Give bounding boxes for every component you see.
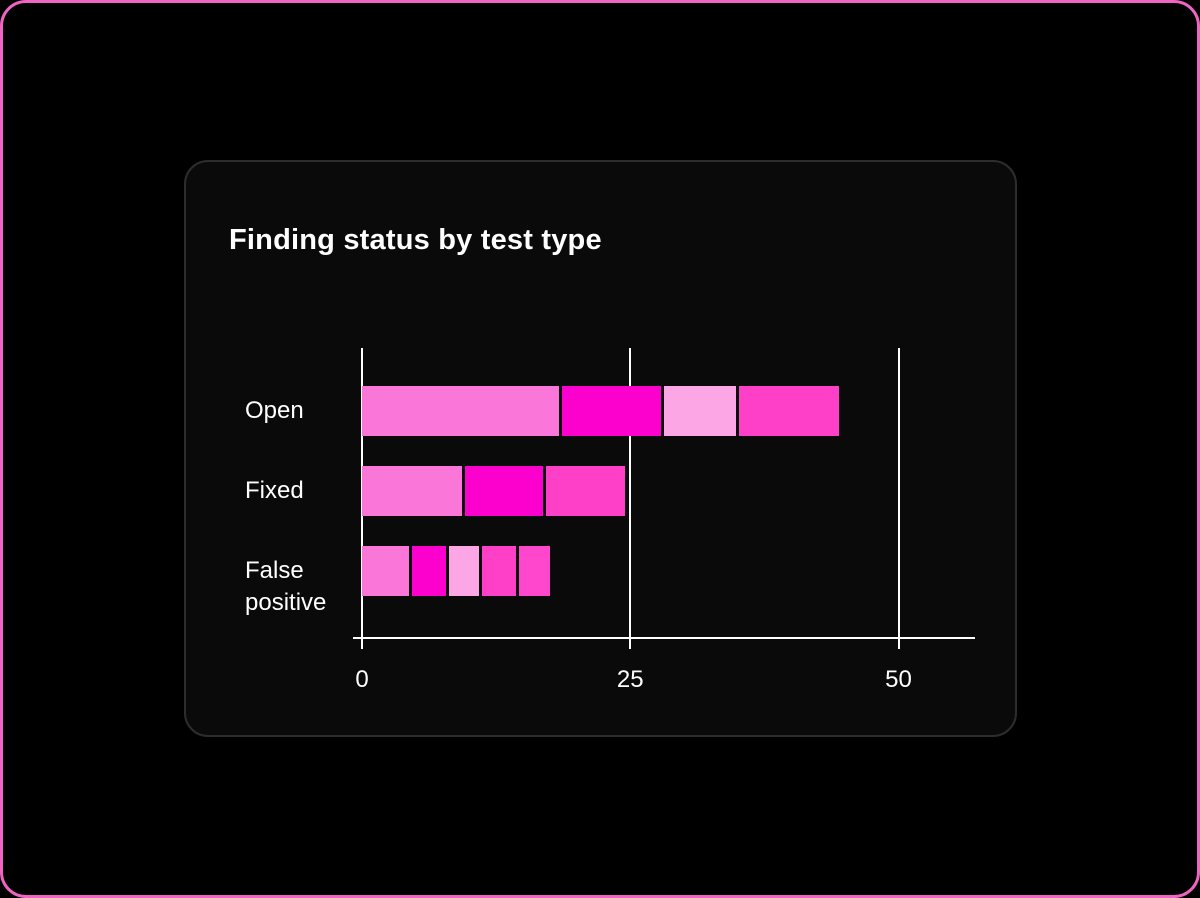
category-label-fixed: Fixed — [245, 477, 304, 504]
bar-segment-false-positive-4[interactable] — [481, 546, 517, 596]
bar-segment-fixed-1[interactable] — [362, 466, 463, 516]
chart-title: Finding status by test type — [229, 224, 602, 256]
bar-segment-false-positive-2[interactable] — [411, 546, 447, 596]
x-tick-label-50: 50 — [885, 666, 912, 693]
bar-segment-false-positive-3[interactable] — [449, 546, 479, 596]
bar-segment-false-positive-1[interactable] — [362, 546, 409, 596]
x-tick-label-25: 25 — [616, 666, 644, 693]
bar-segment-false-positive-5[interactable] — [519, 546, 550, 596]
x-gridline-50 — [897, 348, 900, 637]
category-label-false-positive: False positive — [245, 557, 327, 616]
x-axis-tick-0 — [361, 637, 363, 649]
x-axis-line — [353, 637, 975, 639]
chart-card: Finding status by test type Open Fixed Fal… — [184, 160, 1017, 737]
bar-segment-open-4[interactable] — [739, 386, 840, 436]
category-label-open: Open — [245, 397, 304, 424]
bar-segment-open-3[interactable] — [663, 386, 737, 436]
bar-segment-fixed-3[interactable] — [545, 466, 625, 516]
x-gridline-25 — [629, 348, 632, 637]
x-tick-label-0: 0 — [355, 666, 369, 693]
bar-segment-open-1[interactable] — [362, 386, 559, 436]
bar-segment-open-2[interactable] — [562, 386, 661, 436]
x-axis-tick-25 — [629, 637, 632, 649]
stacked-bar-chart: Open Fixed False positive 0 25 50 — [186, 162, 1015, 735]
x-axis-tick-50 — [897, 637, 900, 649]
bar-segment-fixed-2[interactable] — [465, 466, 543, 516]
